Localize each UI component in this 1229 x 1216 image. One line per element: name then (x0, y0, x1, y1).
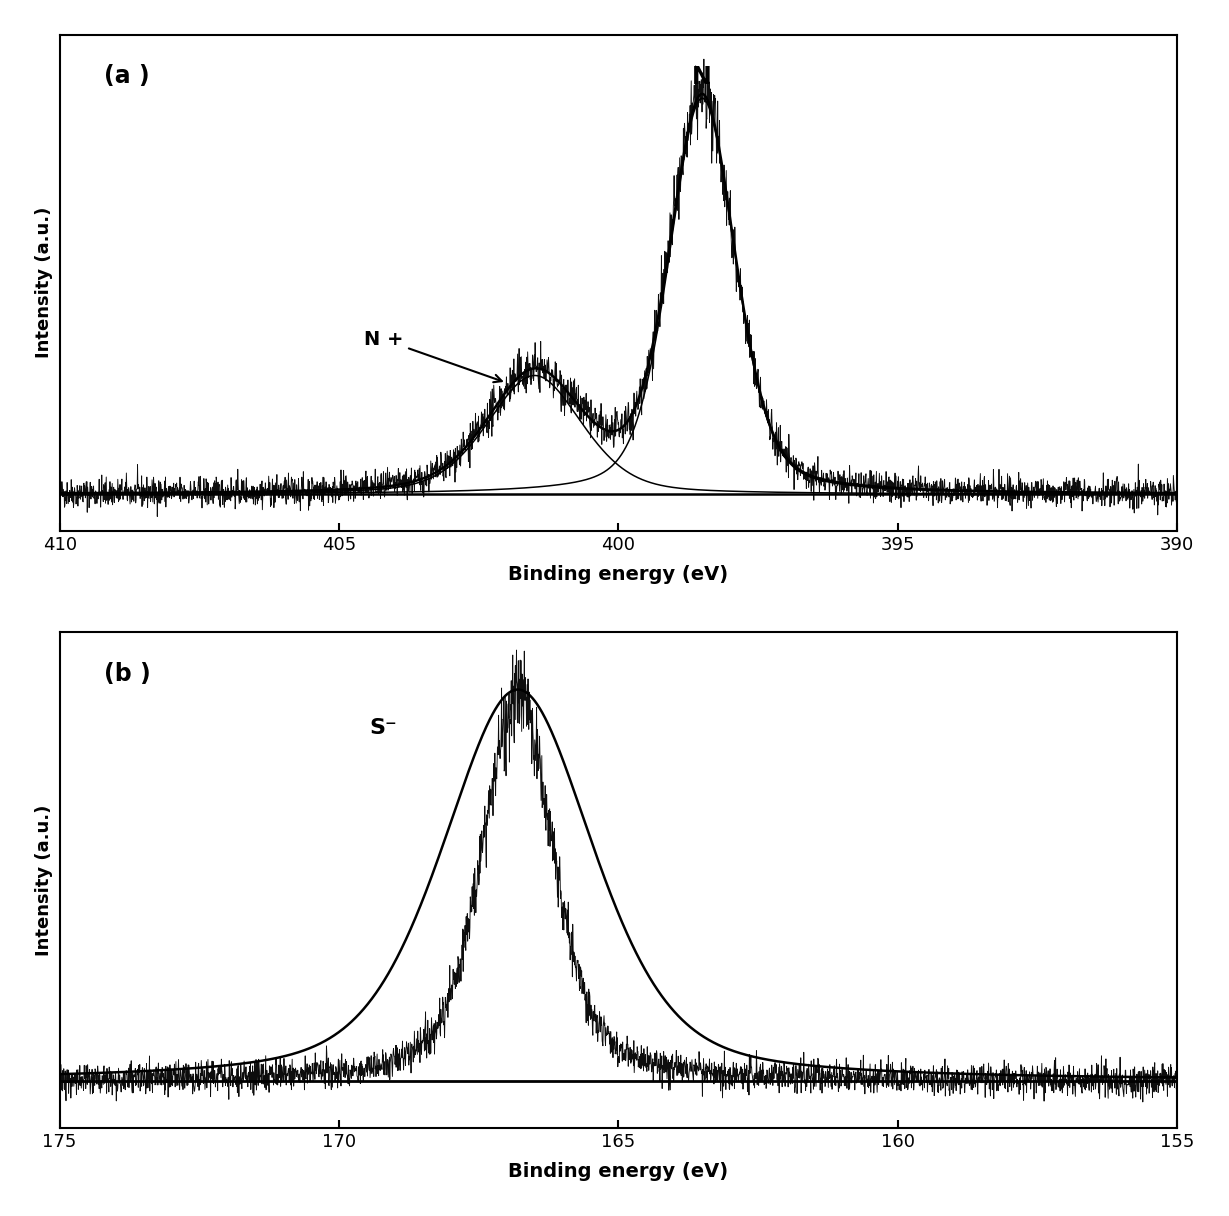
X-axis label: Binding energy (eV): Binding energy (eV) (509, 1162, 729, 1181)
Y-axis label: Intensity (a.u.): Intensity (a.u.) (34, 207, 53, 359)
Text: (a ): (a ) (104, 64, 150, 89)
Text: N +: N + (364, 330, 501, 382)
Text: S⁻: S⁻ (370, 717, 398, 738)
Y-axis label: Intensity (a.u.): Intensity (a.u.) (34, 805, 53, 956)
X-axis label: Binding energy (eV): Binding energy (eV) (509, 564, 729, 584)
Text: N: N (692, 66, 712, 89)
Text: (b ): (b ) (104, 662, 151, 686)
